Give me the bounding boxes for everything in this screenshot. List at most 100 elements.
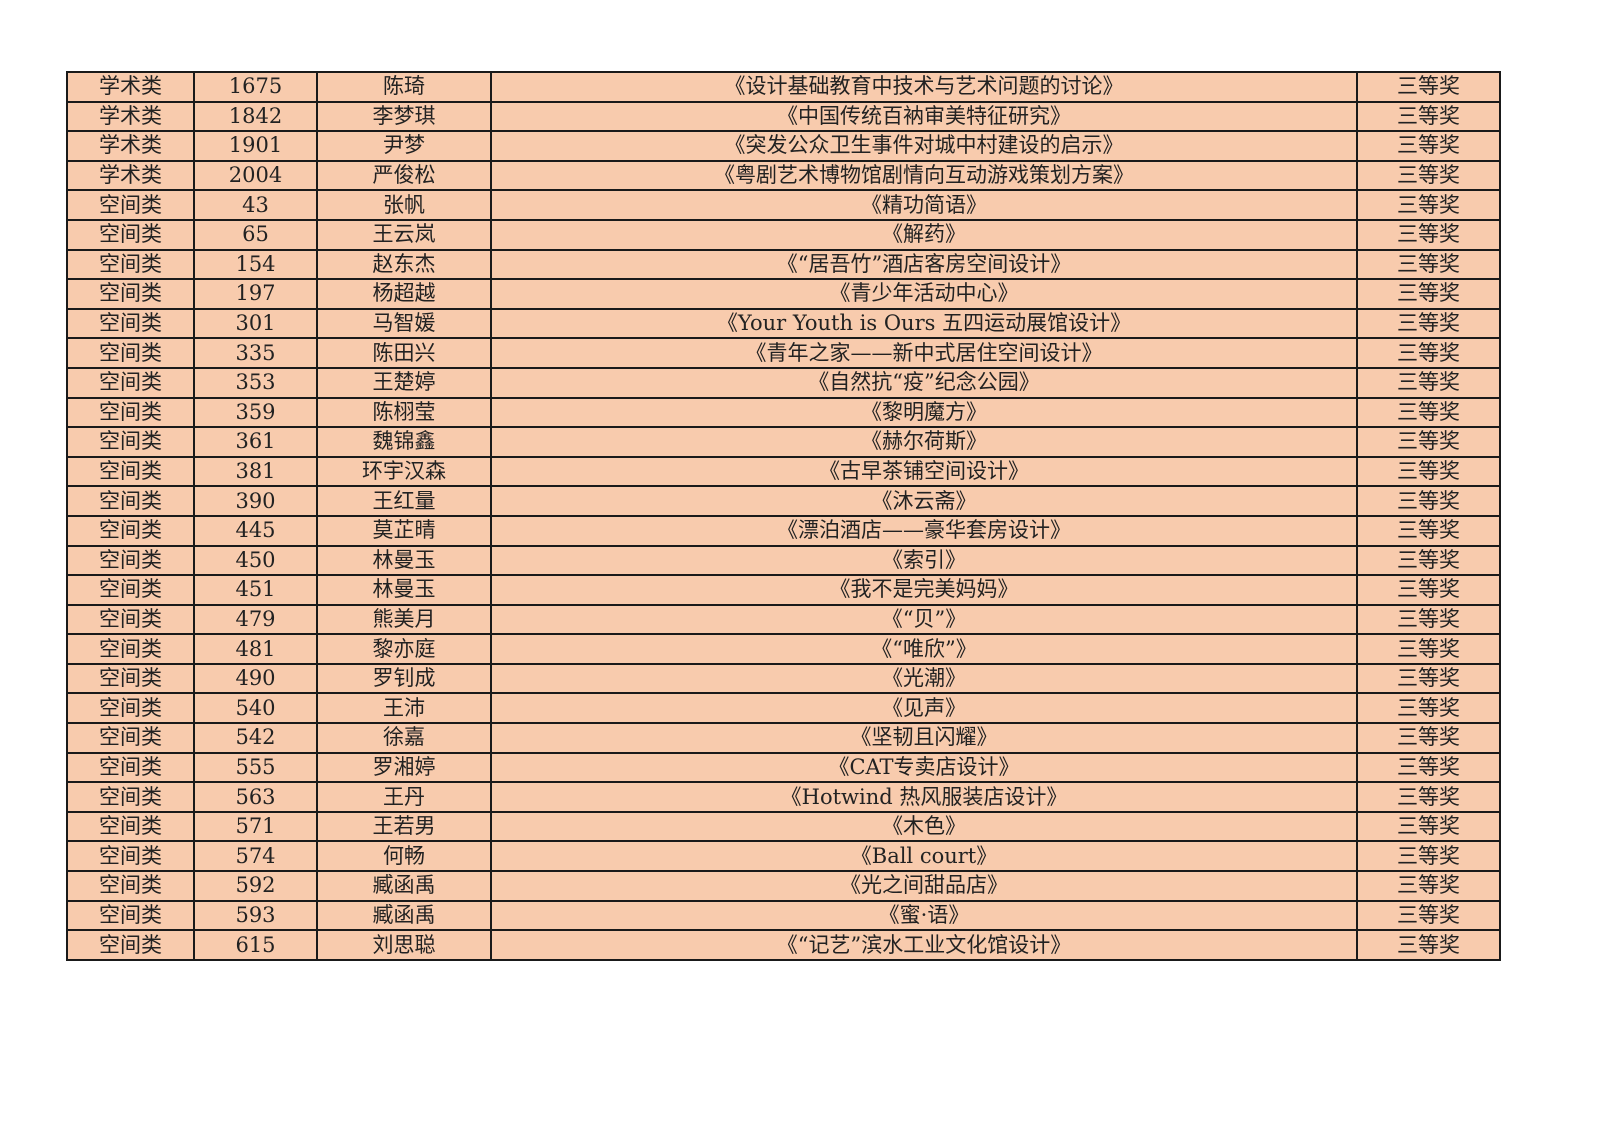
author-cell: 尹梦	[316, 130, 492, 162]
work-title-cell: 《见声》	[490, 692, 1358, 725]
category-cell: 空间类	[66, 899, 195, 932]
award-level-cell: 三等奖	[1356, 248, 1501, 281]
category-cell: 空间类	[66, 396, 195, 429]
category-cell: 空间类	[66, 248, 195, 281]
entry-number-cell: 1901	[193, 130, 318, 162]
entry-number-cell: 615	[193, 929, 318, 961]
entry-number-cell: 154	[193, 248, 318, 281]
author-cell: 熊美月	[316, 603, 492, 636]
table-row: 空间类 381 环宇汉森 《古早茶铺空间设计》 三等奖	[66, 455, 1501, 488]
category-cell: 空间类	[66, 633, 195, 665]
work-title-cell: 《自然抗“疫”纪念公园》	[490, 366, 1358, 399]
author-cell: 赵东杰	[316, 248, 492, 281]
category-cell: 空间类	[66, 751, 195, 784]
award-level-cell: 三等奖	[1356, 692, 1501, 725]
author-cell: 魏锦鑫	[316, 426, 492, 458]
author-cell: 王楚婷	[316, 366, 492, 399]
work-title-cell: 《青少年活动中心》	[490, 278, 1358, 310]
work-title-cell: 《Your Youth is Ours 五四运动展馆设计》	[490, 307, 1358, 340]
entry-number-cell: 1842	[193, 100, 318, 133]
author-cell: 陈田兴	[316, 337, 492, 369]
entry-number-cell: 2004	[193, 159, 318, 192]
work-title-cell: 《突发公众卫生事件对城中村建设的启示》	[490, 130, 1358, 162]
entry-number-cell: 335	[193, 337, 318, 369]
entry-number-cell: 490	[193, 662, 318, 695]
category-cell: 空间类	[66, 603, 195, 636]
table-row: 空间类 593 臧函禹 《蜜·语》 三等奖	[66, 899, 1501, 932]
table-row: 空间类 481 黎亦庭 《“唯欣”》 三等奖	[66, 633, 1501, 665]
entry-number-cell: 542	[193, 722, 318, 754]
table-row: 空间类 574 何畅 《Ball court》 三等奖	[66, 840, 1501, 873]
table-row: 学术类 1675 陈琦 《设计基础教育中技术与艺术问题的讨论》 三等奖	[66, 71, 1501, 103]
author-cell: 徐嘉	[316, 722, 492, 754]
award-level-cell: 三等奖	[1356, 662, 1501, 695]
award-level-cell: 三等奖	[1356, 366, 1501, 399]
category-cell: 空间类	[66, 485, 195, 517]
entry-number-cell: 390	[193, 485, 318, 517]
award-level-cell: 三等奖	[1356, 396, 1501, 429]
author-cell: 莫芷晴	[316, 514, 492, 547]
table-row: 空间类 490 罗钊成 《光潮》 三等奖	[66, 662, 1501, 695]
award-level-cell: 三等奖	[1356, 278, 1501, 310]
category-cell: 空间类	[66, 426, 195, 458]
category-cell: 空间类	[66, 662, 195, 695]
table-row: 空间类 353 王楚婷 《自然抗“疫”纪念公园》 三等奖	[66, 366, 1501, 399]
work-title-cell: 《“记艺”滨水工业文化馆设计》	[490, 929, 1358, 961]
author-cell: 臧函禹	[316, 870, 492, 902]
author-cell: 陈琦	[316, 71, 492, 103]
entry-number-cell: 65	[193, 218, 318, 251]
award-level-cell: 三等奖	[1356, 189, 1501, 221]
award-level-cell: 三等奖	[1356, 307, 1501, 340]
entry-number-cell: 563	[193, 781, 318, 813]
category-cell: 空间类	[66, 278, 195, 310]
entry-number-cell: 450	[193, 544, 318, 577]
work-title-cell: 《光潮》	[490, 662, 1358, 695]
category-cell: 空间类	[66, 337, 195, 369]
author-cell: 王沛	[316, 692, 492, 725]
table-row: 空间类 615 刘思聪 《“记艺”滨水工业文化馆设计》 三等奖	[66, 929, 1501, 961]
table-row: 空间类 540 王沛 《见声》 三等奖	[66, 692, 1501, 725]
category-cell: 空间类	[66, 574, 195, 606]
entry-number-cell: 361	[193, 426, 318, 458]
award-level-cell: 三等奖	[1356, 337, 1501, 369]
award-level-cell: 三等奖	[1356, 130, 1501, 162]
work-title-cell: 《蜜·语》	[490, 899, 1358, 932]
work-title-cell: 《“唯欣”》	[490, 633, 1358, 665]
table-row: 空间类 361 魏锦鑫 《赫尔荷斯》 三等奖	[66, 426, 1501, 458]
work-title-cell: 《Hotwind 热风服装店设计》	[490, 781, 1358, 813]
work-title-cell: 《古早茶铺空间设计》	[490, 455, 1358, 488]
entry-number-cell: 593	[193, 899, 318, 932]
work-title-cell: 《“居吾竹”酒店客房空间设计》	[490, 248, 1358, 281]
entry-number-cell: 540	[193, 692, 318, 725]
table-row: 学术类 1901 尹梦 《突发公众卫生事件对城中村建设的启示》 三等奖	[66, 130, 1501, 162]
author-cell: 刘思聪	[316, 929, 492, 961]
work-title-cell: 《CAT专卖店设计》	[490, 751, 1358, 784]
award-level-cell: 三等奖	[1356, 485, 1501, 517]
category-cell: 空间类	[66, 781, 195, 813]
award-level-cell: 三等奖	[1356, 100, 1501, 133]
category-cell: 空间类	[66, 929, 195, 961]
category-cell: 空间类	[66, 810, 195, 843]
category-cell: 空间类	[66, 722, 195, 754]
entry-number-cell: 301	[193, 307, 318, 340]
work-title-cell: 《中国传统百衲审美特征研究》	[490, 100, 1358, 133]
category-cell: 空间类	[66, 544, 195, 577]
entry-number-cell: 197	[193, 278, 318, 310]
category-cell: 空间类	[66, 514, 195, 547]
award-level-cell: 三等奖	[1356, 603, 1501, 636]
award-level-cell: 三等奖	[1356, 574, 1501, 606]
awards-table-body: 学术类 1675 陈琦 《设计基础教育中技术与艺术问题的讨论》 三等奖 学术类 1842 李梦…	[66, 71, 1501, 961]
table-row: 学术类 1842 李梦琪 《中国传统百衲审美特征研究》 三等奖	[66, 100, 1501, 133]
award-level-cell: 三等奖	[1356, 633, 1501, 665]
work-title-cell: 《Ball court》	[490, 840, 1358, 873]
table-row: 空间类 390 王红量 《沐云斋》 三等奖	[66, 485, 1501, 517]
category-cell: 学术类	[66, 100, 195, 133]
award-level-cell: 三等奖	[1356, 899, 1501, 932]
table-row: 空间类 359 陈栩莹 《黎明魔方》 三等奖	[66, 396, 1501, 429]
category-cell: 学术类	[66, 159, 195, 192]
category-cell: 空间类	[66, 840, 195, 873]
work-title-cell: 《解药》	[490, 218, 1358, 251]
award-level-cell: 三等奖	[1356, 455, 1501, 488]
author-cell: 臧函禹	[316, 899, 492, 932]
category-cell: 学术类	[66, 130, 195, 162]
